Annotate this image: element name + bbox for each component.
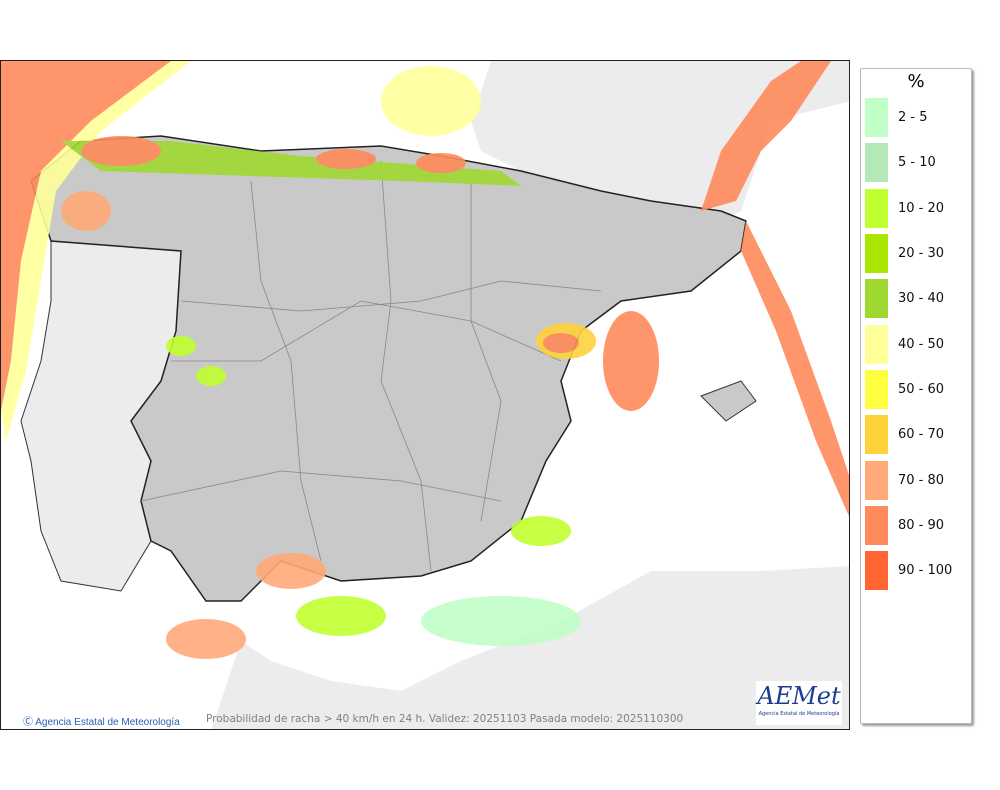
legend-swatch <box>865 415 888 455</box>
legend-label: 50 - 60 <box>898 381 945 397</box>
legend-swatch <box>865 460 888 500</box>
legend-item: 2 - 5 <box>861 95 971 140</box>
legend-item: 5 - 10 <box>861 140 971 185</box>
map-canvas <box>1 61 849 729</box>
map-caption: Probabilidad de racha > 40 km/h en 24 h.… <box>206 713 684 725</box>
land-spain <box>30 135 747 602</box>
legend-item: 90 - 100 <box>861 548 971 593</box>
credit-text: Ⓒ Agencia Estatal de Meteorología <box>23 717 180 728</box>
probability-map: Ⓒ Agencia Estatal de Meteorología Probab… <box>0 60 850 730</box>
legend-item: 20 - 30 <box>861 231 971 276</box>
land-mallorca <box>700 380 757 422</box>
legend-item: 40 - 50 <box>861 321 971 366</box>
legend-item: 30 - 40 <box>861 276 971 321</box>
legend-swatch <box>865 143 888 183</box>
legend-title: % <box>907 71 925 92</box>
legend-label: 5 - 10 <box>898 155 936 171</box>
land-france <box>471 61 849 221</box>
legend-label: 90 - 100 <box>898 563 953 579</box>
legend-label: 20 - 30 <box>898 246 945 262</box>
legend-swatch <box>865 505 888 545</box>
legend-label: 40 - 50 <box>898 336 945 352</box>
legend: % 2 - 5 5 - 10 10 - 20 20 - 30 30 - 40 40 - 5… <box>860 68 972 724</box>
legend-item: 60 - 70 <box>861 412 971 457</box>
legend-swatch <box>865 98 888 138</box>
legend-swatch <box>865 234 888 274</box>
legend-swatch <box>865 188 888 228</box>
legend-label: 70 - 80 <box>898 472 945 488</box>
land-africa <box>211 566 849 729</box>
legend-item: 10 - 20 <box>861 186 971 231</box>
legend-item: 80 - 90 <box>861 503 971 548</box>
copyright-icon: Ⓒ <box>23 717 33 728</box>
legend-swatch <box>865 324 888 364</box>
legend-item: 70 - 80 <box>861 457 971 502</box>
province-borders <box>140 160 602 572</box>
probability-areas <box>1 61 849 659</box>
legend-swatch <box>865 279 888 319</box>
legend-item: 50 - 60 <box>861 367 971 412</box>
legend-label: 80 - 90 <box>898 517 945 533</box>
legend-label: 2 - 5 <box>898 110 928 126</box>
legend-label: 60 - 70 <box>898 427 945 443</box>
legend-label: 30 - 40 <box>898 291 945 307</box>
legend-swatch <box>865 551 888 591</box>
aemet-logo: AEMet Agencia Estatal de Meteorología <box>756 681 842 725</box>
legend-label: 10 - 20 <box>898 200 945 216</box>
legend-swatch <box>865 369 888 409</box>
